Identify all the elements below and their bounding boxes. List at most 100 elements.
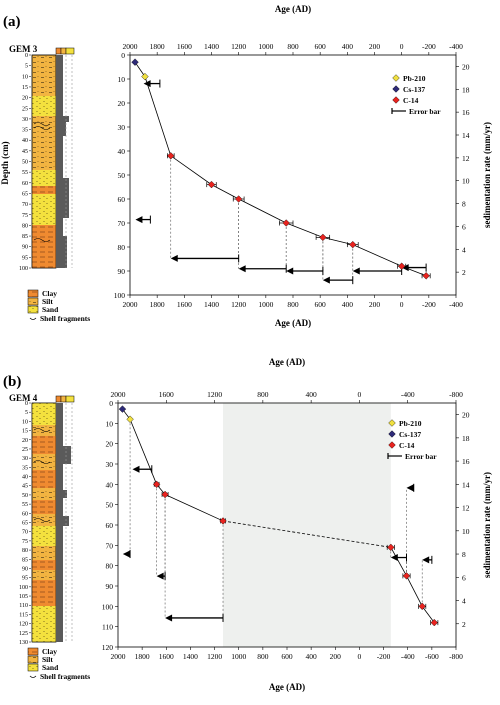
- x-tick-label: -600: [425, 652, 439, 661]
- age-depth-line: [164, 494, 224, 522]
- x-tick-label: 1400: [183, 652, 198, 661]
- x-tick-label: 0: [400, 300, 404, 309]
- y2-tick-label: 2: [462, 620, 466, 629]
- rate-arrow-head: [132, 465, 140, 473]
- x-tick-top-label: -400: [449, 42, 463, 51]
- x-tick-label: 200: [369, 300, 381, 309]
- y-tick-label: 10: [118, 75, 126, 84]
- core-depth-tick-label: 0: [25, 401, 28, 407]
- x-tick-label: 1000: [258, 300, 273, 309]
- core-depth-tick-label: 50: [22, 493, 28, 499]
- silt-swatch: [27, 297, 39, 306]
- rate-arrow-head: [322, 276, 330, 284]
- rate-arrow-head: [165, 614, 173, 622]
- y2-tick-label: 4: [462, 245, 466, 254]
- core-depth-tick-label: 120: [19, 622, 28, 628]
- sand-swatch: [27, 663, 39, 672]
- x-tick-top-label: 1400: [204, 42, 219, 51]
- core-depth-tick-label: 40: [22, 475, 28, 481]
- data-point-c-14: [430, 618, 438, 627]
- core-depth-tick-label: 115: [19, 612, 28, 618]
- core-depth-tick-label: 15: [22, 429, 28, 435]
- y-tick-label: 0: [109, 399, 113, 408]
- core-a-name: GEM 3: [9, 44, 38, 54]
- y2-tick-label: 2: [462, 268, 466, 277]
- y2-tick-label: 14: [462, 131, 470, 140]
- y2-tick-label: 18: [462, 434, 470, 443]
- rate-arrow-head: [352, 267, 360, 275]
- x-tick-top-label: 800: [287, 42, 299, 51]
- data-point-c-14: [422, 272, 430, 280]
- core-depth-tick-label: 70: [22, 202, 28, 208]
- age-depth-line: [134, 61, 427, 277]
- x-tick-top-label: 0: [400, 42, 404, 51]
- x-tick-label: 0: [358, 652, 362, 661]
- panel-b-label: (b): [3, 374, 21, 390]
- legend-label: Pb-210: [399, 419, 422, 428]
- legend-label: Error bar: [405, 452, 437, 461]
- core-depth-tick-label: 100: [19, 585, 28, 591]
- data-point-c-14: [282, 219, 290, 227]
- x-tick-label: 1600: [177, 300, 192, 309]
- data-point-c-14: [167, 152, 175, 160]
- core-depth-tick-label: 80: [22, 223, 28, 229]
- sand-swatch: [27, 305, 39, 314]
- plot-a-xlabel-bottom: Age (AD): [275, 318, 311, 328]
- panel-a-label: (a): [3, 14, 21, 30]
- y2-tick-label: 18: [462, 85, 470, 94]
- x-tick-label: 1200: [207, 652, 222, 661]
- core-depth-tick-label: 110: [19, 603, 28, 609]
- plot-b-y2label: sedimentation rate (mm/yr): [482, 472, 492, 578]
- plot-a: 2000 1800 1600 1400 1200 1000 800 600 400 200 0 -20…: [114, 42, 470, 309]
- clay-swatch: [27, 289, 39, 298]
- core-depth-tick-label: 90: [22, 245, 28, 251]
- y2-tick-label: 10: [462, 177, 470, 186]
- y-tick-label: 10: [106, 419, 114, 428]
- core-depth-tick-label: 105: [19, 594, 28, 600]
- x-tick-label: 600: [315, 300, 327, 309]
- y2-tick-label: 10: [462, 527, 470, 536]
- y-tick-label: 100: [102, 602, 114, 611]
- rate-arrow-head: [286, 267, 294, 275]
- y-tick-label: 40: [106, 480, 114, 489]
- data-point-c-14: [349, 240, 357, 249]
- x-tick-label: 1600: [159, 652, 174, 661]
- y-tick-label: 50: [106, 501, 114, 510]
- legend-marker: [392, 74, 400, 82]
- core-depth-tick-label: 30: [22, 456, 28, 462]
- x-tick-label: 200: [330, 652, 342, 661]
- rate-arrow-head: [238, 265, 246, 273]
- core-depth-tick-label: 55: [22, 170, 28, 176]
- plot-a-y2label: sedimentation rate (mm/yr): [482, 122, 492, 228]
- core-depth-tick-label: 15: [22, 85, 28, 91]
- legend-label: C-14: [399, 441, 415, 450]
- y2-tick-label: 8: [462, 550, 466, 559]
- core-b-name: GEM 4: [9, 393, 38, 403]
- core-depth-tick-label: 95: [22, 576, 28, 582]
- core-depth-tick-label: 60: [22, 181, 28, 187]
- x-tick-top-label: 1600: [159, 390, 174, 399]
- core-depth-tick-label: 50: [22, 160, 28, 166]
- core-depth-tick-label: 20: [22, 96, 28, 102]
- x-tick-top-label: 0: [358, 390, 362, 399]
- y2-tick-label: 20: [462, 411, 470, 420]
- core-depth-tick-label: 130: [19, 640, 28, 646]
- legend-marker: [392, 96, 400, 104]
- core-depth-tick-label: 75: [22, 213, 28, 219]
- core-a-ylabel: Depth (cm): [0, 141, 10, 184]
- data-point-c-14: [319, 233, 327, 242]
- x-tick-label: 1400: [204, 300, 219, 309]
- core-depth-tick-label: 70: [22, 530, 28, 536]
- legend-marker: [392, 85, 400, 93]
- y2-tick-label: 16: [462, 108, 470, 117]
- rate-arrow-head: [390, 554, 398, 562]
- x-tick-top-label: 400: [342, 42, 354, 51]
- silt-swatch: [27, 655, 39, 664]
- rate-arrow-head: [122, 550, 130, 558]
- legend-label: C-14: [403, 96, 419, 105]
- x-tick-top-label: 600: [315, 42, 327, 51]
- y-tick-label: 80: [106, 562, 114, 571]
- y-tick-label: 90: [118, 267, 126, 276]
- core-depth-tick-label: 10: [22, 74, 28, 80]
- y2-tick-label: 14: [462, 480, 470, 489]
